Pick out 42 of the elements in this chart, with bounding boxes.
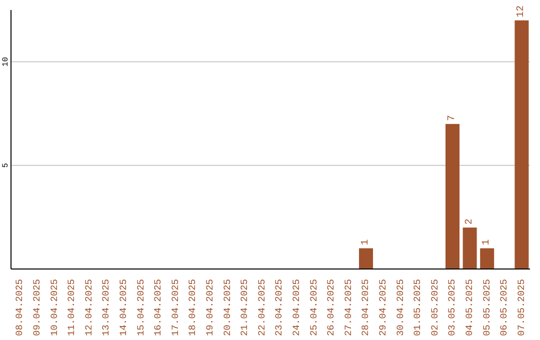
x-tick-label: 05.05.2025 bbox=[481, 278, 492, 336]
bar bbox=[359, 248, 373, 269]
y-tick-label: 5 bbox=[2, 162, 10, 168]
x-tick-label: 07.05.2025 bbox=[516, 278, 527, 336]
data-label: 2 bbox=[464, 218, 476, 225]
x-tick-label: 13.04.2025 bbox=[100, 278, 112, 336]
data-label: 1 bbox=[360, 239, 372, 246]
x-tick-label: 22.04.2025 bbox=[256, 278, 268, 336]
x-tick-label: 06.05.2025 bbox=[498, 278, 510, 336]
bar bbox=[446, 124, 460, 269]
x-tick-label: 11.04.2025 bbox=[66, 278, 78, 336]
x-tick-label: 15.04.2025 bbox=[135, 278, 146, 336]
x-tick-label: 30.04.2025 bbox=[394, 278, 406, 336]
data-label: 12 bbox=[516, 5, 528, 18]
data-label: 1 bbox=[482, 239, 493, 246]
x-tick-label: 04.05.2025 bbox=[464, 278, 475, 336]
x-tick-label: 12.04.2025 bbox=[83, 278, 94, 336]
bar bbox=[514, 20, 529, 269]
x-tick-label: 17.04.2025 bbox=[170, 278, 181, 336]
x-tick-label: 19.04.2025 bbox=[204, 278, 216, 336]
x-tick-label: 01.05.2025 bbox=[412, 278, 424, 336]
bar bbox=[462, 228, 477, 269]
x-tick-label: 24.04.2025 bbox=[290, 278, 302, 336]
x-tick-label: 26.04.2025 bbox=[326, 278, 337, 336]
data-label: 7 bbox=[447, 114, 458, 121]
x-tick-label: 03.05.2025 bbox=[446, 278, 458, 336]
x-tick-label: 20.04.2025 bbox=[222, 278, 233, 336]
x-tick-label: 16.04.2025 bbox=[152, 278, 164, 336]
x-tick-label: 27.04.2025 bbox=[342, 278, 354, 336]
x-tick-label: 09.04.2025 bbox=[31, 278, 42, 336]
x-tick-label: 14.04.2025 bbox=[118, 278, 129, 336]
x-tick-label: 02.05.2025 bbox=[429, 278, 440, 336]
x-tick-label: 28.04.2025 bbox=[360, 278, 372, 336]
x-tick-label: 18.04.2025 bbox=[187, 278, 198, 336]
x-tick-label: 08.04.2025 bbox=[14, 278, 26, 336]
x-tick-label: 23.04.2025 bbox=[274, 278, 285, 336]
x-tick-label: 25.04.2025 bbox=[308, 278, 320, 336]
bar bbox=[480, 248, 494, 269]
x-tick-label: 10.04.2025 bbox=[48, 278, 60, 336]
x-tick-label: 21.04.2025 bbox=[239, 278, 250, 336]
x-tick-label: 29.04.2025 bbox=[377, 278, 388, 336]
y-tick-label: 10 bbox=[2, 56, 10, 67]
